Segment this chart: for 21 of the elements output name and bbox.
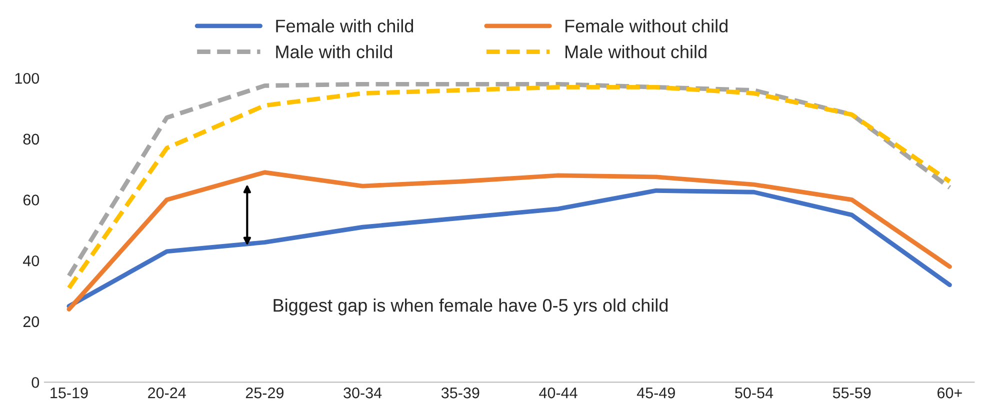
y-tick-label: 80 bbox=[23, 134, 40, 145]
x-tick-label: 20-24 bbox=[148, 387, 186, 398]
legend-label: Female without child bbox=[566, 19, 728, 32]
y-tick-label: 60 bbox=[23, 194, 40, 206]
legend-label: Male without child bbox=[566, 45, 706, 58]
y-tick-label: 0 bbox=[32, 377, 40, 388]
x-tick-label: 35-39 bbox=[441, 387, 480, 398]
x-tick-label: 50-54 bbox=[735, 387, 774, 398]
x-tick-label: 55-59 bbox=[832, 387, 871, 398]
y-tick-label: 20 bbox=[23, 316, 40, 328]
x-tick-label: 40-44 bbox=[539, 387, 578, 398]
legend-label: Male with child bbox=[276, 45, 392, 58]
x-tick-label: 60+ bbox=[938, 387, 962, 398]
x-tick-label: 25-29 bbox=[246, 387, 284, 398]
x-tick-label: 45-49 bbox=[636, 387, 675, 398]
x-tick-label: 30-34 bbox=[344, 387, 382, 398]
x-tick-label: 15-19 bbox=[50, 387, 88, 398]
y-tick-label: 40 bbox=[23, 255, 40, 266]
y-tick-label: 100 bbox=[15, 72, 40, 84]
annotation: Biggest gap is when female have 0-5 yrs old child bbox=[274, 298, 668, 316]
legend-label: Female with child bbox=[276, 19, 414, 32]
